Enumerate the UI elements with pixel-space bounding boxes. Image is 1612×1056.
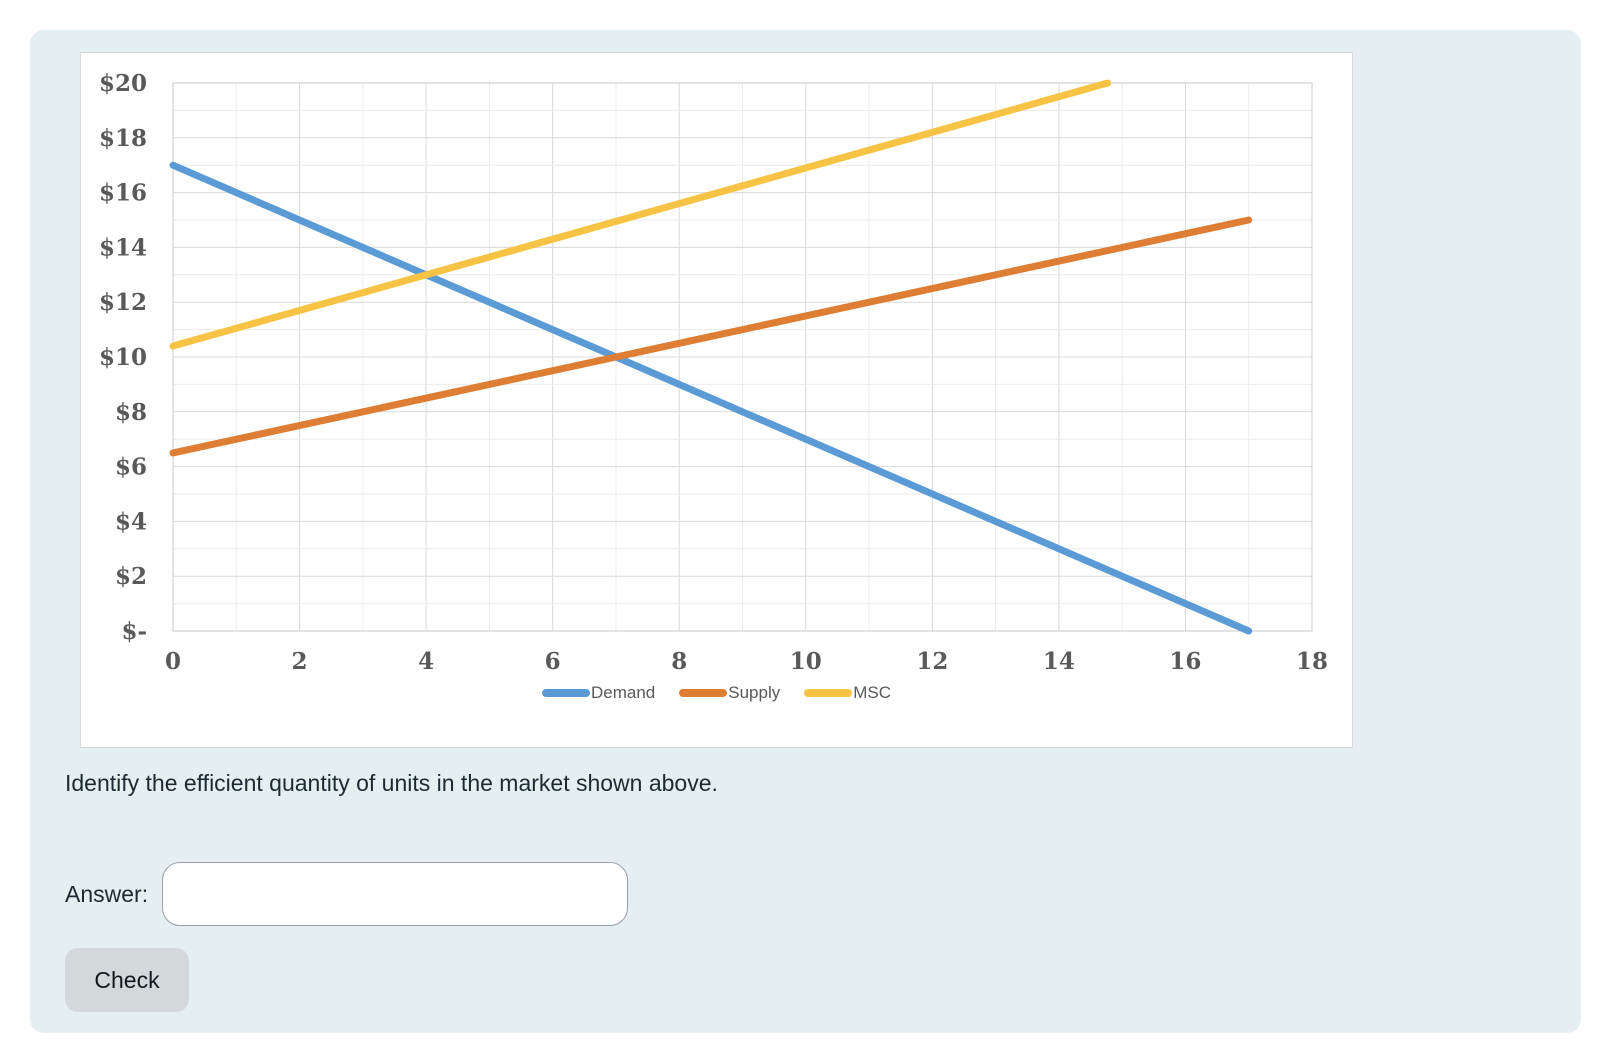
legend-label-msc: MSC bbox=[853, 683, 892, 702]
y-tick-label: $20 bbox=[99, 70, 147, 97]
x-tick-label: 16 bbox=[1169, 648, 1201, 675]
legend-label-supply: Supply bbox=[728, 683, 781, 702]
y-tick-label: $- bbox=[121, 618, 147, 645]
x-tick-label: 4 bbox=[418, 648, 434, 675]
x-tick-label: 14 bbox=[1043, 648, 1075, 675]
y-tick-label: $18 bbox=[99, 125, 147, 152]
legend-item-msc: MSC bbox=[804, 683, 891, 703]
x-tick-label: 8 bbox=[671, 648, 687, 675]
demand-line-swatch bbox=[541, 689, 590, 697]
legend-item-supply: Supply bbox=[679, 683, 780, 703]
y-tick-label: $12 bbox=[99, 289, 147, 316]
y-tick-label: $10 bbox=[99, 344, 147, 371]
chart-panel: 0 2 4 6 8 10 12 14 16 18 $- $2 $4 $6 $8 $10 $12 $14 $16 $18… bbox=[80, 52, 1353, 748]
legend-item-demand: Demand bbox=[541, 683, 656, 703]
y-tick-label: $6 bbox=[115, 454, 147, 481]
question-card: 0 2 4 6 8 10 12 14 16 18 $- $2 $4 $6 $8 $10 $12 $14 $16 $18… bbox=[30, 30, 1581, 1033]
supply-line-swatch bbox=[679, 689, 728, 697]
y-tick-label: $8 bbox=[115, 399, 147, 426]
chart-legend: Demand Supply MSC bbox=[81, 683, 1352, 703]
x-tick-label: 18 bbox=[1296, 648, 1328, 675]
series-line-msc bbox=[169, 79, 1112, 350]
x-tick-label: 12 bbox=[916, 648, 948, 675]
x-tick-label: 6 bbox=[545, 648, 561, 675]
answer-input[interactable] bbox=[162, 862, 629, 926]
x-tick-label: 10 bbox=[790, 648, 822, 675]
series-line-demand bbox=[169, 161, 1253, 635]
check-button[interactable]: Check bbox=[65, 948, 189, 1012]
series-line-supply bbox=[169, 216, 1253, 457]
y-tick-label: $14 bbox=[99, 234, 147, 261]
market-chart-svg: 0 2 4 6 8 10 12 14 16 18 $- $2 $4 $6 $8 $10 $12 $14 $16 $18… bbox=[99, 70, 1328, 675]
x-tick-label: 2 bbox=[292, 648, 308, 675]
x-tick-label: 0 bbox=[165, 648, 181, 675]
y-tick-label: $4 bbox=[115, 508, 147, 535]
y-tick-label: $16 bbox=[99, 180, 147, 207]
answer-label: Answer: bbox=[65, 880, 149, 907]
answer-row: Answer: bbox=[65, 862, 629, 926]
legend-label-demand: Demand bbox=[590, 683, 656, 702]
msc-line-swatch bbox=[804, 689, 853, 697]
plot-border bbox=[172, 82, 1313, 632]
question-text: Identify the efficient quantity of units… bbox=[65, 770, 718, 796]
y-tick-label: $2 bbox=[115, 563, 147, 590]
